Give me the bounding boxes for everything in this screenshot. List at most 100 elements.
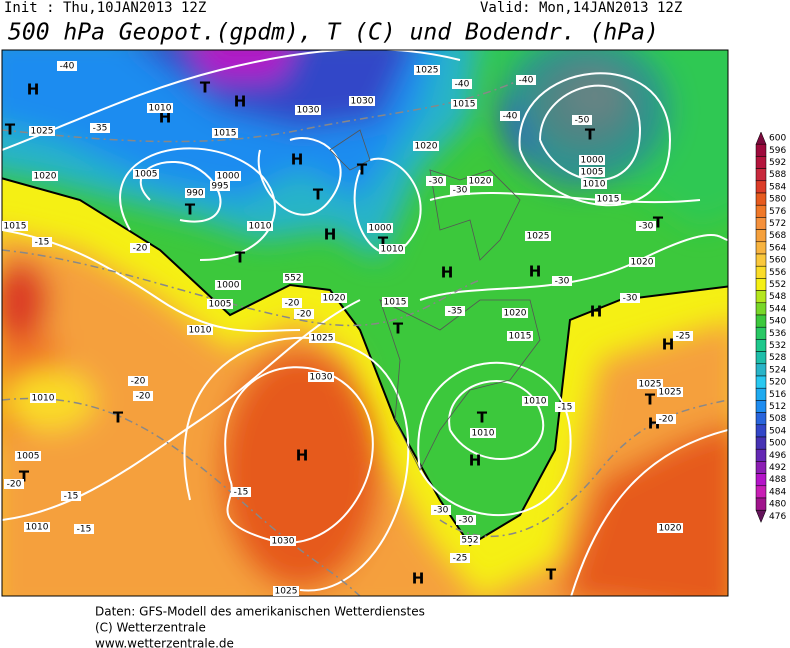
contour-label: 1005: [209, 300, 232, 310]
contour-label: -40: [503, 112, 518, 122]
contour-label: 1015: [384, 298, 407, 308]
colorbar-swatch: [755, 326, 767, 340]
colorbar-swatch: [755, 509, 767, 524]
pressure-center: H: [412, 570, 425, 588]
colorbar-label: 524: [769, 365, 786, 375]
contour-label: 1005: [135, 170, 158, 180]
contour-label: 1020: [34, 172, 57, 182]
contour-label: 1015: [597, 195, 620, 205]
label-box: [426, 176, 446, 186]
colorbar-label: 500: [769, 439, 786, 449]
colorbar-label: 544: [769, 304, 786, 314]
colorbar-swatch: [755, 278, 767, 291]
map-frame: [1, 49, 729, 597]
pressure-center: T: [477, 409, 488, 427]
contour-label: -20: [7, 480, 22, 490]
label-box: [656, 414, 676, 424]
label-box: [128, 376, 148, 386]
contour-label: -15: [234, 488, 249, 498]
label-box: [212, 128, 238, 138]
contour-label: 1030: [297, 106, 320, 116]
colorbar-swatch: [755, 387, 767, 401]
label-box: [413, 141, 439, 151]
contour-label: -20: [133, 244, 148, 254]
label-box: [470, 428, 496, 438]
pressure-center: H: [529, 263, 542, 281]
colorbar-swatch: [755, 339, 767, 352]
label-box: [187, 325, 213, 335]
label-box: [467, 176, 493, 186]
colorbar-label: 556: [769, 268, 786, 278]
label-box: [295, 105, 321, 115]
pressure-center: H: [590, 303, 603, 321]
pressure-center: T: [357, 161, 368, 179]
label-box: [451, 99, 477, 109]
pressure-center: H: [662, 336, 675, 354]
colorbar-label: 512: [769, 402, 786, 412]
colorbar-label: 552: [769, 280, 786, 290]
label-box: [309, 333, 335, 343]
contour-label: -35: [93, 124, 108, 134]
colorbar-swatch: [755, 265, 767, 279]
pressure-center: H: [296, 447, 309, 465]
colorbar-swatch: [755, 424, 767, 438]
colorbar-label: 568: [769, 231, 786, 241]
contour-label: 1030: [351, 97, 374, 107]
colorbar-swatch: [755, 436, 767, 450]
label-box: [445, 306, 465, 316]
contour-label: -35: [448, 307, 463, 317]
contour-label: 1000: [217, 172, 240, 182]
colorbar-label: 480: [769, 500, 786, 510]
map-title: 500 hPa Geopot.(gpdm), T (C) und Bodendr…: [8, 20, 659, 46]
label-box: [552, 276, 572, 286]
contour-label: 995: [211, 182, 228, 192]
colorbar-label: 520: [769, 378, 786, 388]
contour-label: 1010: [249, 222, 272, 232]
map-area: [2, 50, 728, 596]
pressure-center: T: [5, 121, 16, 139]
contour-label: -25: [453, 554, 468, 564]
contour-552: [2, 177, 728, 547]
colorbar-swatch: [755, 314, 767, 328]
label-box: [29, 126, 55, 136]
contour-label: 1015: [214, 129, 237, 139]
colorbar-swatch: [755, 363, 767, 377]
label-box: [130, 243, 150, 253]
pressure-center: H: [324, 226, 337, 244]
label-box: [32, 237, 52, 247]
contour-label: -40: [519, 76, 534, 86]
contour-label: 1030: [310, 373, 333, 383]
pressure-center: H: [441, 264, 454, 282]
contour-label: 552: [461, 536, 478, 546]
pressure-center: T: [378, 234, 389, 252]
contour-label: 1015: [509, 332, 532, 342]
label-box: [456, 515, 476, 525]
contour-label: 1010: [149, 104, 172, 114]
label-box: [210, 181, 230, 191]
colorbar-swatch: [755, 448, 767, 462]
colorbar-swatch: [755, 168, 767, 182]
label-box: [629, 257, 655, 267]
contour-label: -15: [77, 525, 92, 535]
label-box: [382, 297, 408, 307]
colorbar-swatch: [755, 400, 767, 413]
label-box: [30, 393, 56, 403]
contour-label: -15: [35, 238, 50, 248]
contour-label: -30: [555, 277, 570, 287]
label-box: [367, 223, 393, 233]
colorbar-swatch: [755, 217, 767, 230]
label-box: [215, 280, 241, 290]
label-box: [450, 553, 470, 563]
label-box: [273, 586, 299, 596]
label-box: [460, 535, 480, 545]
contour-label: 1020: [631, 258, 654, 268]
contour-label: 1000: [369, 224, 392, 234]
colorbar-label: 508: [769, 414, 786, 424]
colorbar-swatch: [755, 497, 767, 511]
contour-label: 1025: [311, 334, 334, 344]
contour-label: -15: [558, 403, 573, 413]
label-box: [4, 479, 24, 489]
pressure-center: H: [234, 93, 247, 111]
footer-line: (C) Wetterzentrale: [95, 621, 206, 635]
